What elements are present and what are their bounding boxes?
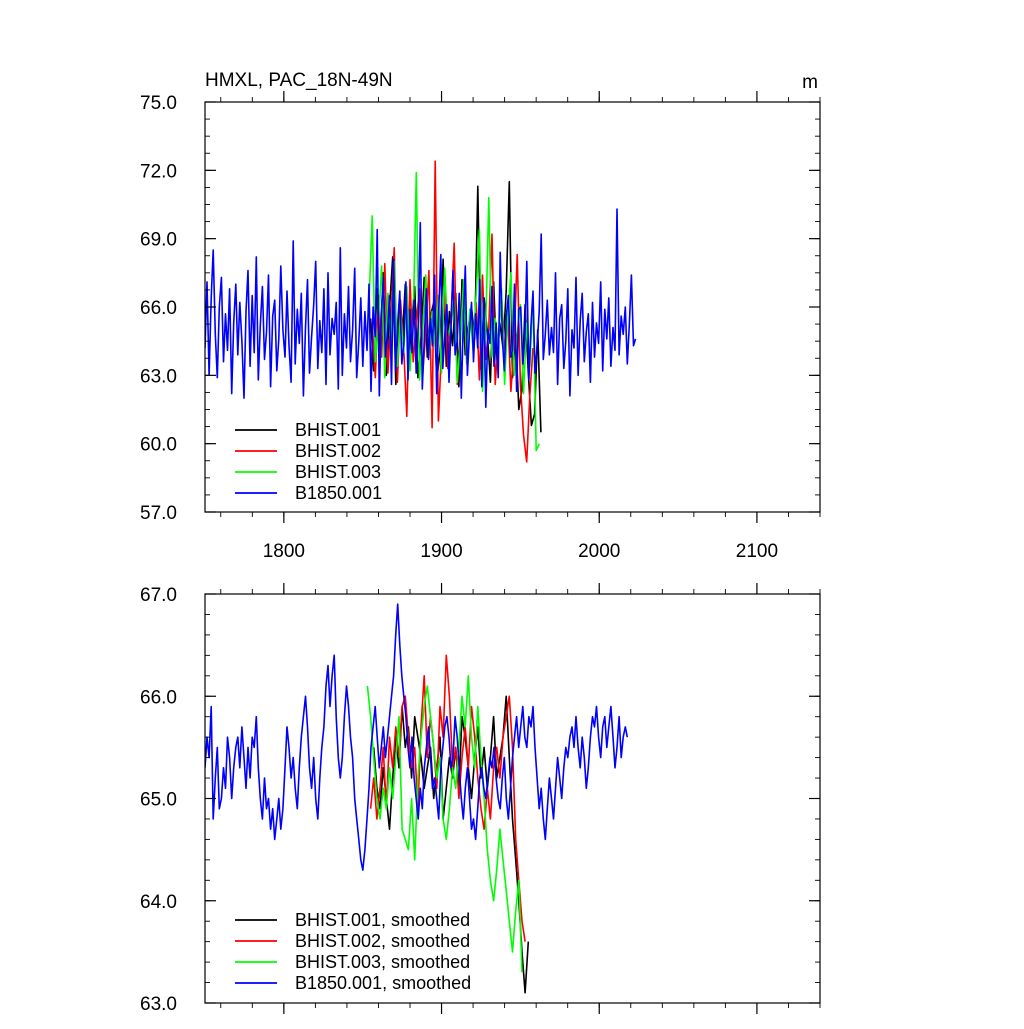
series-group	[205, 603, 629, 994]
legend-label: B1850.001	[295, 483, 382, 503]
series-line-4	[205, 208, 637, 409]
x-tick-label: 2100	[736, 541, 778, 562]
chart-title: HMXL, PAC_18N-49N	[205, 70, 393, 91]
y-tick-label: 63.0	[140, 366, 177, 387]
legend-label: B1850.001, smoothed	[295, 973, 471, 993]
y-tick-label: 69.0	[140, 230, 177, 251]
y-tick-label: 57.0	[140, 503, 177, 524]
series-line-3	[366, 674, 523, 973]
y-tick-label: 67.0	[140, 585, 177, 606]
y-tick-label: 66.0	[140, 298, 177, 319]
series-group	[205, 160, 637, 463]
y-tick-label: 65.0	[140, 790, 177, 811]
legend-label: BHIST.002	[295, 441, 381, 461]
series-line-4	[205, 603, 629, 871]
legend-label: BHIST.003, smoothed	[295, 952, 470, 972]
y-tick-label: 72.0	[140, 161, 177, 182]
series-line-2	[369, 654, 526, 942]
y-tick-label: 60.0	[140, 435, 177, 456]
legend-label: BHIST.001, smoothed	[295, 910, 470, 930]
y-tick-label: 75.0	[140, 93, 177, 114]
plot-panel-1: 57.0 60.0 63.0 66.0 69.0 72.0 75.0 1800 1900 2000…	[140, 70, 821, 562]
y-tick-label: 63.0	[140, 994, 177, 1015]
legend-label: BHIST.003	[295, 462, 381, 482]
x-tick-label: 2000	[578, 541, 620, 562]
legend-label: BHIST.002, smoothed	[295, 931, 470, 951]
legend-label: BHIST.001	[295, 420, 381, 440]
x-tick-label: 1900	[420, 541, 462, 562]
units-label: m	[802, 72, 818, 93]
y-tick-label: 66.0	[140, 687, 177, 708]
y-tick-label: 64.0	[140, 892, 177, 913]
x-tick-label: 1800	[263, 541, 305, 562]
